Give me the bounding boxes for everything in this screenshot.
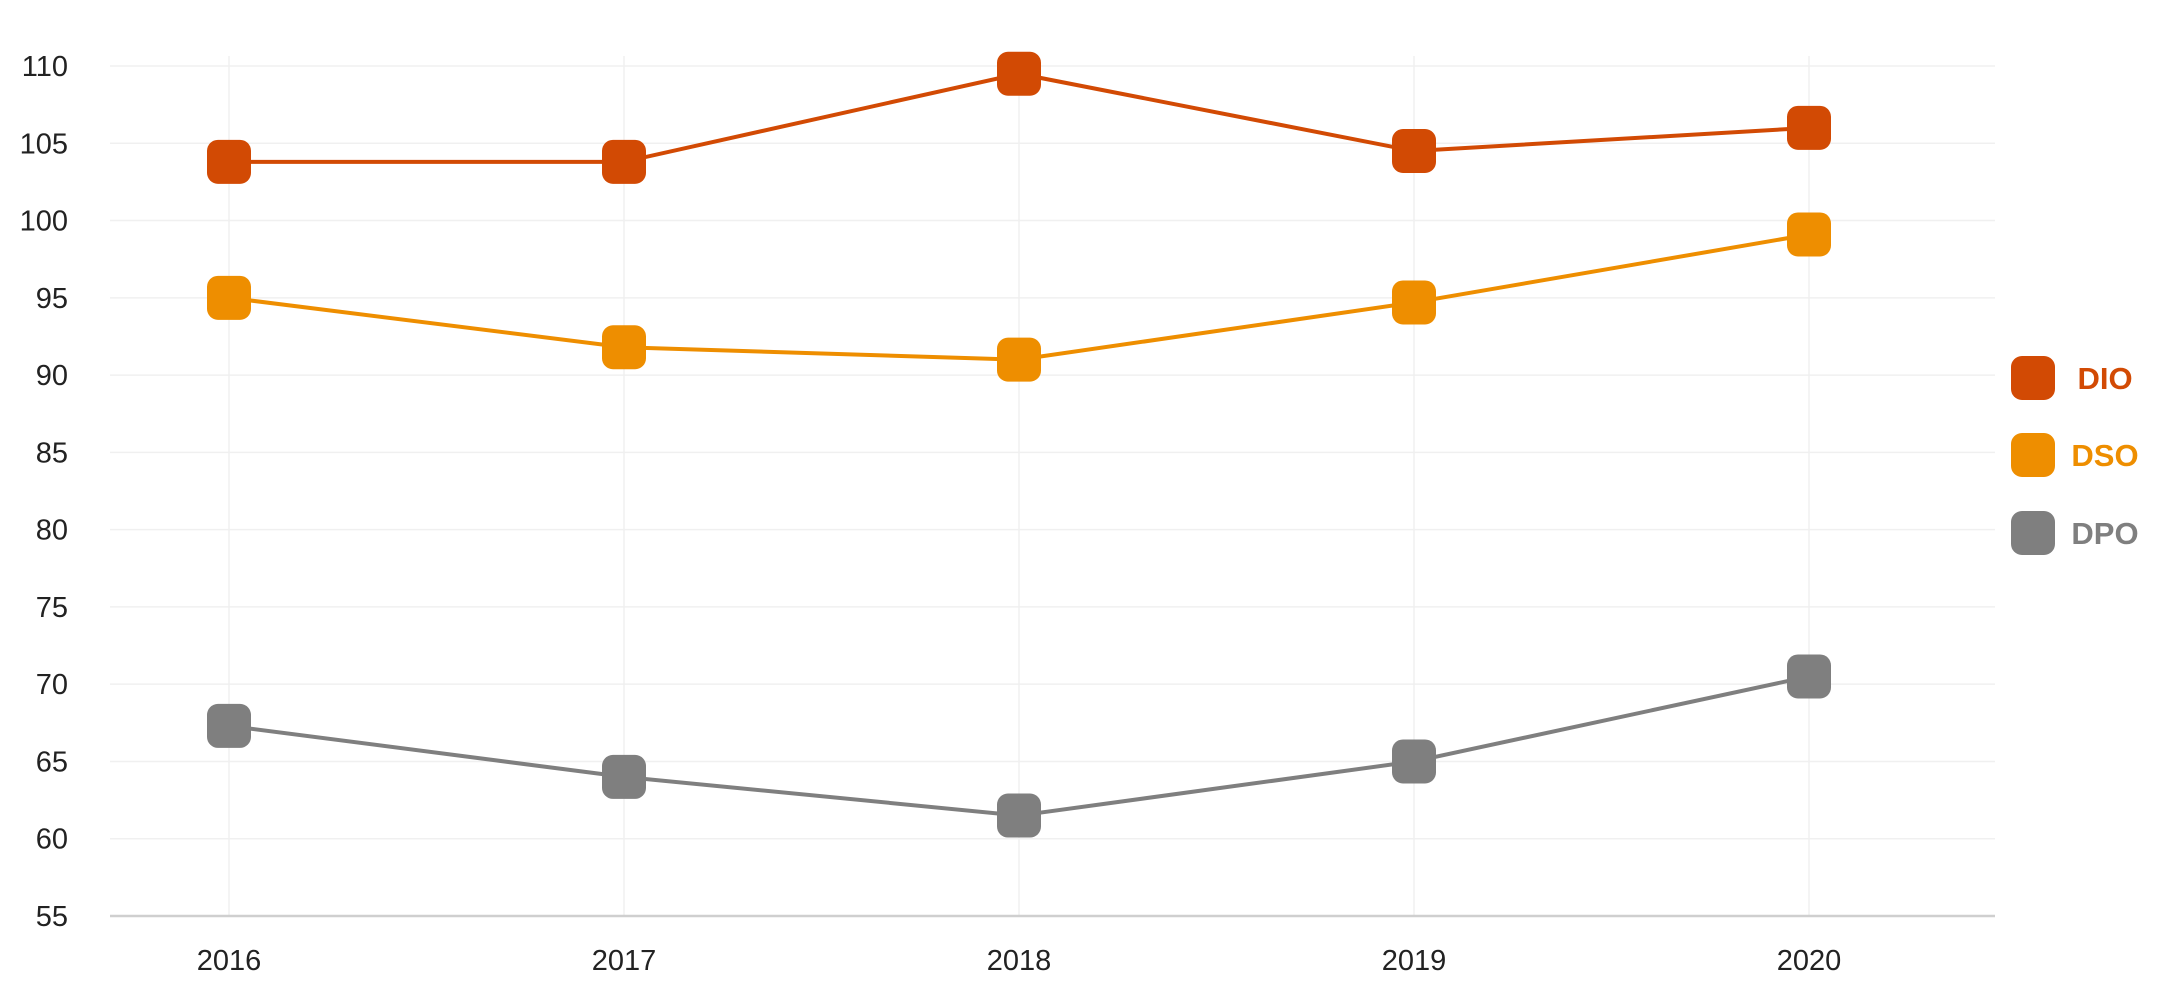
x-tick-label: 2020	[1777, 945, 1842, 977]
legend-label: DPO	[2071, 516, 2138, 551]
legend-marker	[2011, 511, 2055, 555]
y-tick-label: 100	[20, 206, 68, 238]
data-point	[207, 139, 251, 184]
x-tick-label: 2018	[987, 945, 1052, 977]
data-point	[997, 51, 1041, 96]
data-point	[1787, 212, 1831, 257]
gridlines	[110, 56, 1995, 916]
data-point	[1392, 129, 1436, 173]
axes: 55 60 65 70 75 80 85 90 95 100 105 110 2016 2017 2018 2…	[20, 51, 1995, 977]
data-point	[602, 754, 646, 799]
x-tick-label: 2016	[197, 945, 262, 977]
series-group	[207, 51, 1831, 838]
y-tick-label: 70	[36, 669, 68, 701]
series-dso	[207, 212, 1831, 382]
series-dpo	[207, 654, 1831, 838]
series-dio	[207, 51, 1831, 184]
data-point	[997, 793, 1041, 838]
legend-item-dpo: DPO	[2011, 511, 2139, 555]
data-point	[1787, 105, 1831, 150]
data-point	[602, 325, 646, 370]
legend-item-dio: DIO	[2011, 356, 2133, 400]
data-point	[1392, 280, 1436, 325]
data-point	[602, 139, 646, 184]
legend-label: DSO	[2071, 438, 2138, 473]
legend-marker	[2011, 356, 2055, 400]
y-tick-label: 65	[36, 746, 68, 778]
y-tick-label: 80	[36, 515, 68, 547]
y-tick-label: 95	[36, 283, 68, 315]
data-point	[207, 275, 251, 320]
legend: DIO DSO DPO	[2011, 356, 2139, 555]
data-point	[1787, 654, 1831, 699]
x-tick-label: 2019	[1382, 945, 1447, 977]
y-tick-label: 110	[22, 51, 68, 83]
legend-item-dso: DSO	[2011, 433, 2139, 477]
y-tick-label: 85	[36, 437, 68, 469]
x-tick-label: 2017	[592, 945, 657, 977]
data-point	[207, 703, 251, 748]
y-tick-label: 60	[36, 824, 68, 856]
y-tick-label: 105	[20, 128, 68, 160]
legend-marker	[2011, 433, 2055, 477]
legend-label: DIO	[2077, 361, 2132, 396]
y-tick-label: 90	[36, 360, 68, 392]
y-tick-label: 75	[36, 592, 68, 624]
data-point	[997, 337, 1041, 382]
y-tick-label: 55	[36, 901, 68, 933]
data-point	[1392, 739, 1436, 784]
